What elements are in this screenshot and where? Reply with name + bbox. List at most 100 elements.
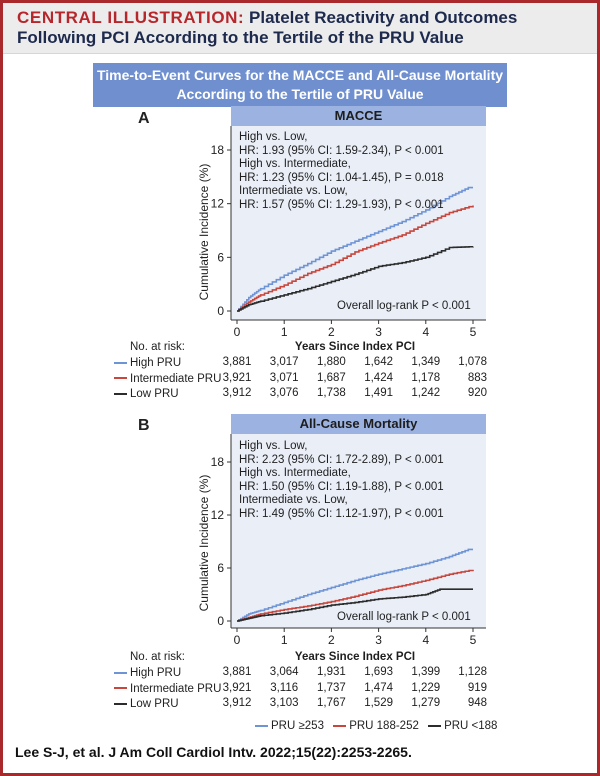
panel-a-xtick-label: 1 bbox=[281, 325, 288, 339]
panel-a-risk-row-high: High PRU bbox=[114, 356, 181, 370]
risk-count: 1,931 bbox=[317, 666, 346, 678]
risk-row-label: Low PRU bbox=[130, 388, 179, 400]
risk-count: 1,491 bbox=[364, 387, 393, 399]
risk-count: 1,242 bbox=[411, 387, 441, 399]
panel-a-ytick-label: 6 bbox=[217, 250, 224, 264]
header-bar: CENTRAL ILLUSTRATION: Platelet Reactivit… bbox=[3, 3, 597, 54]
panel-a-logrank: Overall log-rank P < 0.001 bbox=[337, 300, 471, 312]
risk-count: 3,116 bbox=[270, 681, 299, 694]
risk-count: 3,912 bbox=[222, 387, 252, 399]
risk-count: 1,399 bbox=[411, 666, 441, 678]
risk-count: 1,349 bbox=[411, 356, 441, 368]
series-swatch bbox=[114, 702, 127, 705]
risk-count: 1,529 bbox=[364, 697, 393, 709]
risk-count: 1,693 bbox=[364, 666, 393, 678]
panel-b-xlabel: Years Since Index PCI bbox=[294, 651, 416, 663]
panel-b-series-high bbox=[237, 548, 473, 622]
panel-b-xtick-label: 2 bbox=[328, 633, 335, 647]
citation: Lee S-J, et al. J Am Coll Cardiol Intv. … bbox=[15, 744, 412, 760]
panel-a-ylabel: Cumulative Incidence (%) bbox=[197, 163, 211, 301]
title-text: Platelet Reactivity and Outcomes Followi… bbox=[17, 8, 518, 47]
panel-b-risk-row-low: Low PRU bbox=[114, 697, 179, 711]
risk-count: 3,881 bbox=[222, 356, 252, 368]
panel-a-xtick-label: 0 bbox=[234, 325, 241, 339]
panel-b-ytick-label: 6 bbox=[217, 561, 224, 575]
panel-b-hr-annotation: HR: 2.23 (95% CI: 1.72-2.89), P < 0.001 bbox=[239, 453, 444, 466]
risk-count: 948 bbox=[467, 697, 487, 709]
subtitle-line-2: According to the Tertile of PRU Value bbox=[176, 86, 424, 102]
risk-count: 920 bbox=[467, 387, 487, 399]
risk-count: 919 bbox=[467, 681, 487, 694]
risk-count: 1,738 bbox=[317, 387, 346, 399]
panel-a-risk-row-intermediate: Intermediate PRU bbox=[114, 372, 221, 386]
series-swatch bbox=[114, 671, 127, 674]
panel-a-risk-row-low: Low PRU bbox=[114, 387, 179, 401]
risk-count: 3,881 bbox=[222, 666, 252, 678]
panel-a-hr-annotation: HR: 1.23 (95% CI: 1.04-1.45), P = 0.018 bbox=[239, 171, 444, 184]
risk-count: 1,767 bbox=[317, 697, 346, 709]
risk-count: 1,642 bbox=[364, 356, 393, 368]
panel-b-xtick-label: 1 bbox=[281, 633, 288, 647]
panel-b-ytick-label: 0 bbox=[217, 614, 224, 628]
panel-a-risk-title: No. at risk: bbox=[130, 341, 185, 353]
risk-count: 1,737 bbox=[317, 681, 346, 694]
risk-count: 1,128 bbox=[458, 666, 487, 678]
panel-b-hr-annotation: HR: 1.50 (95% CI: 1.19-1.88), P < 0.001 bbox=[239, 480, 444, 493]
series-swatch bbox=[114, 361, 127, 364]
panel-b-risk-title: No. at risk: bbox=[130, 651, 185, 663]
panel-a-ytick-label: 12 bbox=[211, 197, 225, 211]
series-swatch bbox=[114, 687, 127, 690]
panel-a-series-high bbox=[237, 186, 473, 312]
risk-count: 1,279 bbox=[411, 697, 441, 709]
risk-count: 3,103 bbox=[269, 697, 299, 709]
panel-b-ytick-label: 12 bbox=[211, 508, 225, 522]
panel-a-xtick-label: 5 bbox=[470, 325, 477, 339]
panel-a-ytick-label: 18 bbox=[211, 143, 225, 157]
panel-a-hr-annotation: High vs. Intermediate, bbox=[239, 158, 351, 171]
panel-b-title: All-Cause Mortality bbox=[231, 414, 486, 434]
risk-count: 1,078 bbox=[458, 356, 487, 368]
legend-intermediate: PRU 188-252 bbox=[349, 720, 419, 732]
panel-b-ylabel: Cumulative Incidence (%) bbox=[197, 474, 211, 612]
risk-row-label: Low PRU bbox=[130, 698, 179, 710]
risk-count: 3,017 bbox=[269, 356, 299, 368]
panel-a-hr-annotation: High vs. Low, bbox=[239, 131, 308, 143]
legend-swatch-high bbox=[255, 724, 268, 727]
risk-row-label: Intermediate PRU bbox=[130, 372, 222, 385]
panel-a-plot-area bbox=[231, 126, 486, 320]
panel-b-logrank: Overall log-rank P < 0.001 bbox=[337, 611, 471, 623]
risk-count: 3,912 bbox=[222, 697, 252, 709]
panel-b-series-intermediate bbox=[237, 569, 474, 622]
risk-count: 3,064 bbox=[269, 666, 299, 678]
subtitle-box: Time-to-Event Curves for the MACCE and A… bbox=[93, 63, 507, 107]
legend-swatch-low bbox=[428, 724, 442, 727]
panel-a-title: MACCE bbox=[231, 106, 486, 126]
legend: PRU ≥253 PRU 188-252 PRU <188 bbox=[249, 720, 497, 732]
panel-a-hr-annotation: Intermediate vs. Low, bbox=[239, 185, 348, 198]
panel-a-hr-annotation: HR: 1.93 (95% CI: 1.59-2.34), P < 0.001 bbox=[239, 144, 444, 157]
series-swatch bbox=[114, 377, 127, 380]
subtitle-line-1: Time-to-Event Curves for the MACCE and A… bbox=[96, 67, 504, 83]
risk-count: 1,424 bbox=[364, 371, 393, 384]
panel-b-xtick-label: 4 bbox=[422, 633, 429, 647]
risk-count: 1,474 bbox=[364, 681, 393, 694]
central-illustration-label: CENTRAL ILLUSTRATION: bbox=[17, 8, 245, 27]
risk-count: 1,229 bbox=[411, 681, 441, 694]
series-swatch bbox=[114, 392, 127, 395]
panel-b-hr-annotation: High vs. Intermediate, bbox=[239, 467, 351, 480]
risk-count: 1,687 bbox=[317, 371, 346, 384]
risk-count: 3,071 bbox=[269, 371, 299, 384]
panel-b-risk-row-high: High PRU bbox=[114, 666, 181, 680]
legend-high: PRU ≥253 bbox=[271, 720, 324, 732]
legend-low: PRU <188 bbox=[444, 720, 498, 732]
risk-count: 3,921 bbox=[222, 681, 252, 694]
panel-b-hr-annotation: High vs. Low, bbox=[239, 440, 308, 452]
risk-count: 1,178 bbox=[411, 371, 441, 384]
panel-b-hr-annotation: Intermediate vs. Low, bbox=[239, 494, 348, 507]
risk-count: 3,921 bbox=[222, 371, 252, 384]
panel-b-xtick-label: 5 bbox=[470, 633, 477, 647]
panel-a-xtick-label: 4 bbox=[422, 325, 429, 339]
panel-b-xtick-label: 0 bbox=[234, 633, 241, 647]
